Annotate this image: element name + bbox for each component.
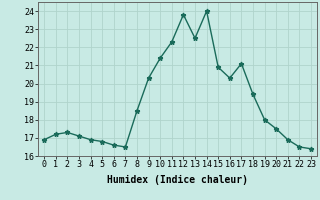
X-axis label: Humidex (Indice chaleur): Humidex (Indice chaleur) — [107, 175, 248, 185]
